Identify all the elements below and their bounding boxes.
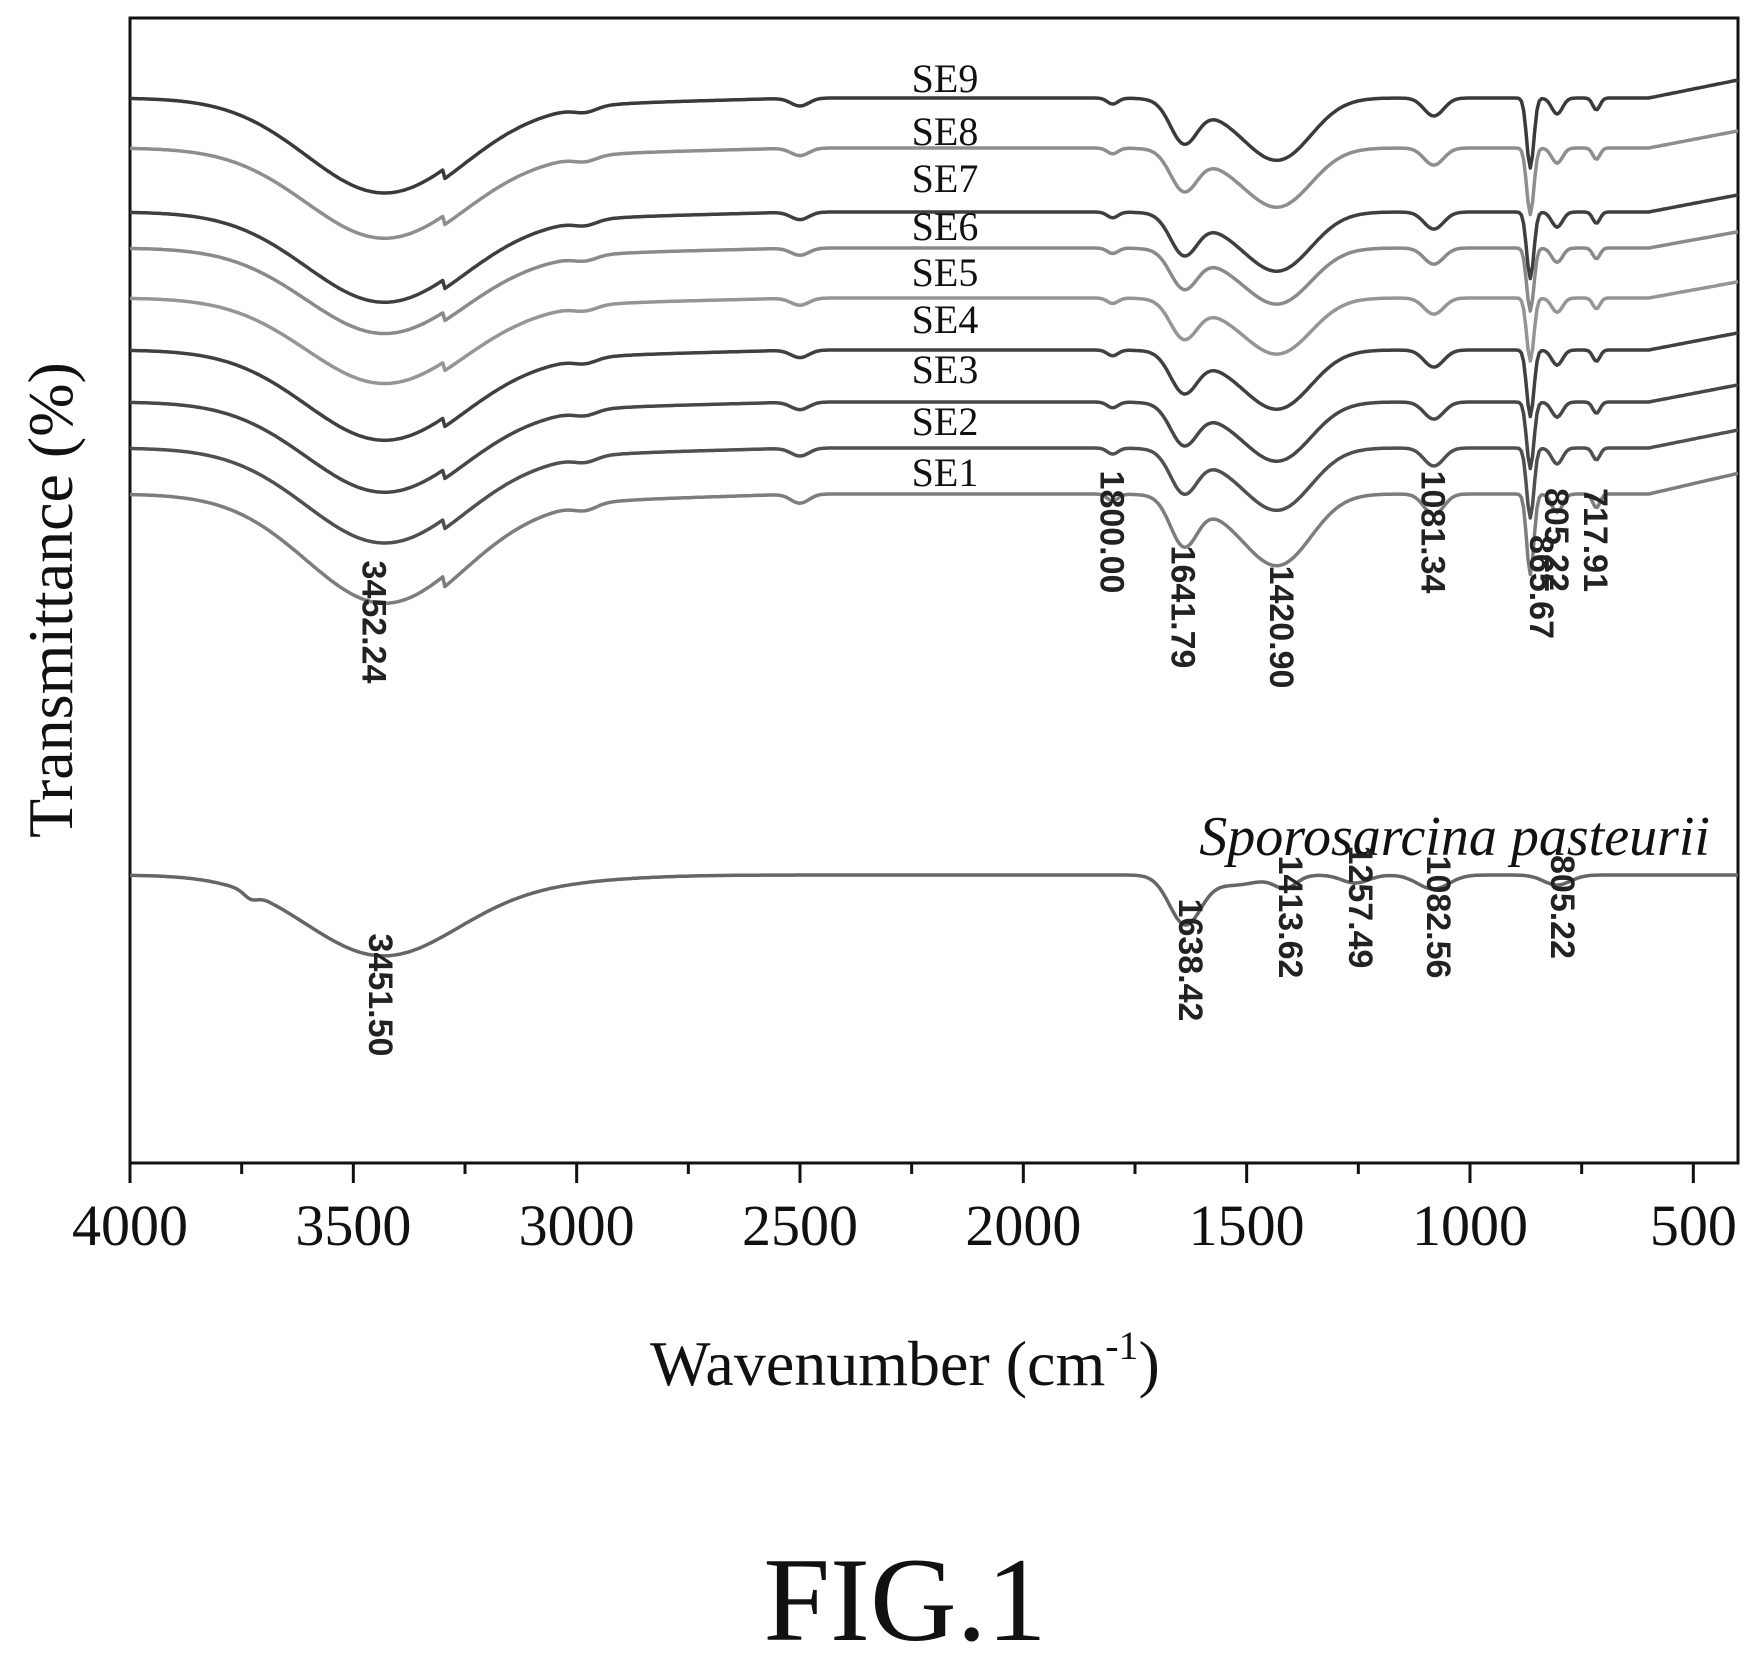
y-axis-label: Transmittance (%) (15, 362, 86, 838)
spectrum-line (129, 193, 1739, 305)
peak-label: 1257.49 (1341, 846, 1379, 969)
series-label: Sporosarcina pasteurii (1199, 806, 1710, 868)
peak-label: 1081.34 (1414, 471, 1452, 594)
series-label: SE5 (912, 250, 979, 295)
series-label: SE1 (912, 450, 979, 495)
spectrum-line (129, 471, 1739, 606)
peak-label: 805.22 (1537, 488, 1575, 592)
peak-label: 865.67 (1522, 535, 1560, 639)
series-label: SE3 (912, 347, 979, 392)
peak-label: 805.22 (1543, 855, 1581, 959)
spectrum-line (129, 230, 1739, 336)
series-label: SE6 (912, 204, 979, 249)
x-tick-label: 1000 (1412, 1193, 1528, 1258)
plot-axes (128, 16, 1740, 1165)
series-label: SE8 (912, 109, 979, 154)
peak-label: 717.91 (1576, 488, 1614, 592)
series-label: SE4 (912, 297, 979, 342)
spectrum-line (129, 129, 1739, 241)
series-label: SE7 (912, 156, 979, 201)
peak-label: 1413.62 (1271, 856, 1309, 979)
spectrum-line (130, 428, 1739, 545)
spectra-curves (129, 78, 1739, 958)
series-label: SE9 (912, 56, 979, 101)
x-tick-label: 2500 (742, 1193, 858, 1258)
x-tick-label: 1500 (1189, 1193, 1305, 1258)
plot-frame (128, 16, 1740, 1165)
peak-label: 1800.00 (1093, 471, 1131, 594)
x-axis-label: Wavenumber (cm-1) (650, 1323, 1160, 1399)
peak-label: 1420.90 (1262, 566, 1300, 689)
peak-label: 1641.79 (1163, 546, 1201, 669)
x-tick-label: 500 (1650, 1193, 1737, 1258)
figure-label: FIG.1 (763, 1533, 1046, 1656)
x-tick-label: 4000 (72, 1193, 188, 1258)
series-label: SE2 (912, 399, 979, 444)
x-tick-label: 3500 (295, 1193, 411, 1258)
peak-label: 1082.56 (1419, 856, 1457, 979)
spectrum-line (130, 78, 1739, 195)
spectrum-line (129, 873, 1738, 958)
peak-label: 1638.42 (1171, 899, 1209, 1022)
spectrum-line (129, 331, 1739, 443)
x-tick-label: 3000 (519, 1193, 635, 1258)
peak-labels: 3452.24 1800.00 1641.79 1420.90 1081.34 865.6… (355, 471, 1614, 1057)
spectrum-line (129, 383, 1739, 495)
peak-label: 3452.24 (355, 561, 393, 684)
x-tick-label: 2000 (965, 1193, 1081, 1258)
peak-label: 3451.50 (361, 934, 399, 1057)
axis-labels: Wavenumber (cm-1) Transmittance (%) (15, 362, 1160, 1399)
x-axis-ticks: 4000 3500 3000 2500 2000 1500 1000 500 (72, 1163, 1737, 1258)
spectrum-line (129, 280, 1739, 386)
